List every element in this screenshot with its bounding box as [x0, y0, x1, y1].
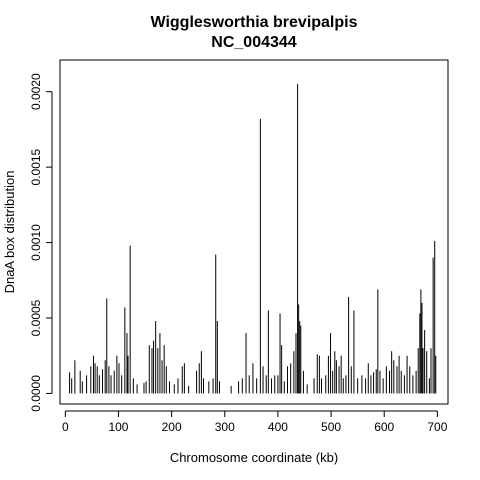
- x-tick-label: 200: [162, 420, 182, 434]
- x-tick-label: 300: [215, 420, 235, 434]
- x-axis-label: Chromosome coordinate (kb): [170, 450, 338, 465]
- x-tick-label: 600: [374, 420, 394, 434]
- x-axis: 0 100 200 300 400 500 600 700: [62, 410, 448, 434]
- y-axis: 0.0000 0.0005 0.0010 0.0015 0.0020: [29, 73, 53, 412]
- chart-title: Wigglesworthia brevipalpis: [150, 14, 357, 31]
- x-tick-label: 0: [62, 420, 69, 434]
- data-bars: [69, 84, 437, 394]
- y-axis-label: DnaA box distribution: [2, 171, 17, 294]
- chart-subtitle: NC_004344: [211, 34, 297, 51]
- y-tick-label: 0.0005: [29, 299, 43, 336]
- plot-frame: [59, 59, 449, 405]
- y-tick-label: 0.0000: [29, 375, 43, 412]
- x-tick-label: 500: [321, 420, 341, 434]
- y-tick-label: 0.0015: [29, 148, 43, 185]
- x-tick-label: 100: [108, 420, 128, 434]
- y-tick-label: 0.0010: [29, 224, 43, 261]
- x-tick-label: 400: [268, 420, 288, 434]
- y-tick-label: 0.0020: [29, 73, 43, 110]
- x-tick-label: 700: [427, 420, 447, 434]
